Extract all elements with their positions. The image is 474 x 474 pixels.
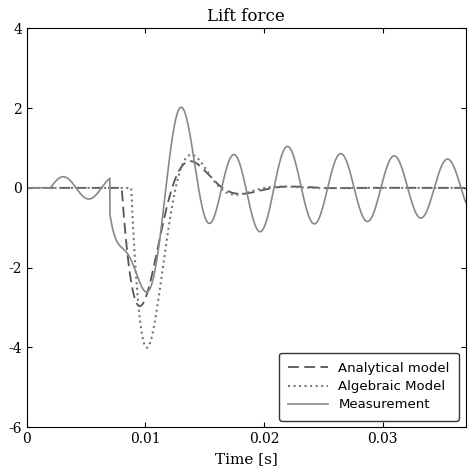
Algebraic Model — [310, 185, 315, 191]
Analytical model — [352, 185, 357, 191]
Algebraic Model — [192, 153, 198, 159]
Algebraic Model — [24, 185, 30, 191]
Analytical model — [463, 185, 468, 191]
Line: Measurement: Measurement — [27, 107, 465, 292]
Algebraic Model — [104, 185, 109, 191]
Analytical model — [287, 183, 293, 189]
Algebraic Model — [189, 152, 194, 158]
Analytical model — [104, 185, 109, 191]
Algebraic Model — [463, 185, 468, 191]
Measurement — [192, 161, 198, 166]
Measurement — [287, 146, 293, 151]
Algebraic Model — [287, 184, 293, 190]
Line: Analytical model: Analytical model — [27, 161, 465, 306]
Analytical model — [24, 185, 30, 191]
Analytical model — [137, 303, 143, 309]
Measurement — [178, 104, 184, 110]
Analytical model — [385, 185, 391, 191]
Measurement — [104, 179, 109, 184]
Measurement — [352, 186, 357, 192]
Analytical model — [192, 159, 198, 165]
Title: Lift force: Lift force — [207, 9, 285, 25]
Measurement — [463, 200, 468, 205]
X-axis label: Time [s]: Time [s] — [215, 452, 278, 465]
Legend: Analytical model, Algebraic Model, Measurement: Analytical model, Algebraic Model, Measu… — [279, 353, 459, 420]
Algebraic Model — [385, 185, 391, 191]
Measurement — [385, 162, 391, 167]
Line: Algebraic Model: Algebraic Model — [27, 155, 465, 347]
Measurement — [310, 220, 315, 226]
Analytical model — [187, 158, 193, 164]
Algebraic Model — [144, 345, 150, 350]
Analytical model — [310, 184, 315, 190]
Measurement — [144, 289, 149, 295]
Algebraic Model — [352, 185, 357, 191]
Measurement — [24, 185, 30, 191]
